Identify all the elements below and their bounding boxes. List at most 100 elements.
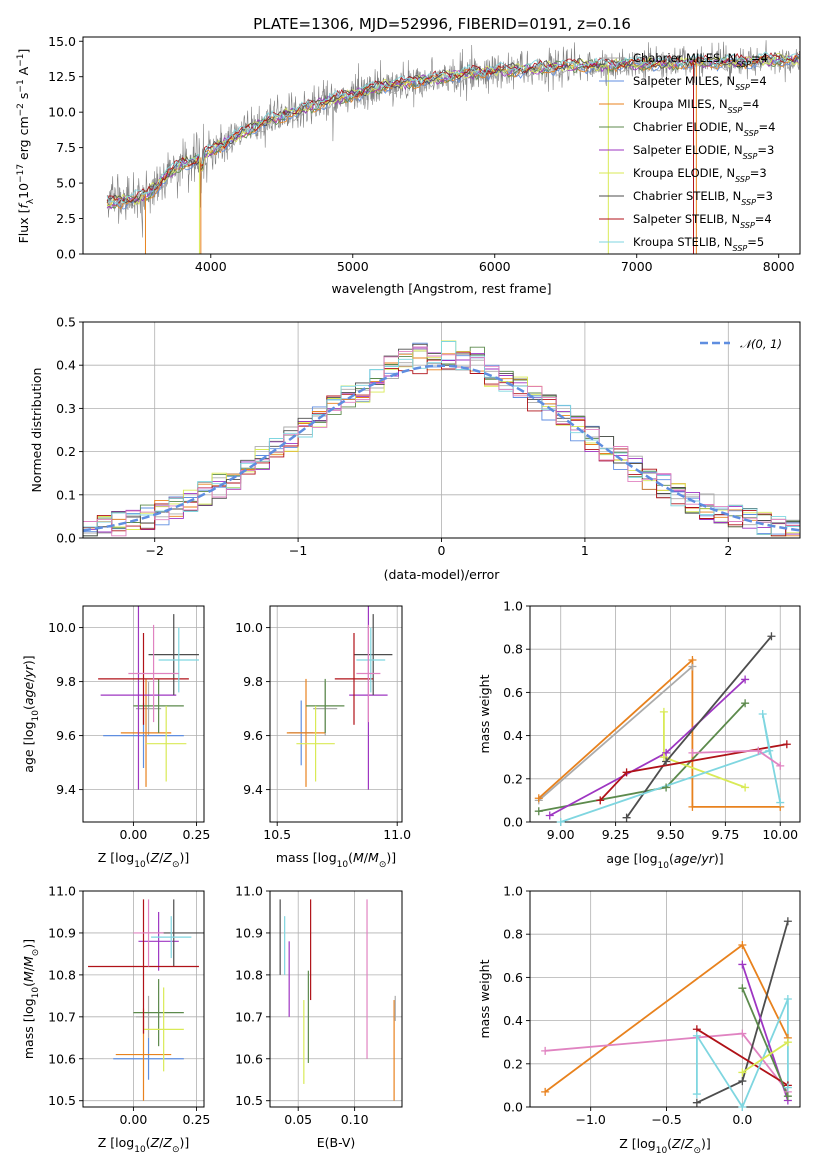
x-axis-label-part: 10 bbox=[658, 861, 670, 871]
weight-point-marker bbox=[622, 768, 631, 777]
age_vs_mass-xtick-label: 11.0 bbox=[383, 827, 411, 842]
age_vs_mass-plot-area bbox=[286, 606, 393, 790]
residuals-ytick-label: 0.2 bbox=[56, 444, 76, 459]
weight-point-marker bbox=[738, 1029, 747, 1038]
y-axis-label-part: ⊙ bbox=[31, 949, 41, 957]
mass_vs_Z-ytick-label: 10.6 bbox=[48, 1051, 76, 1066]
legend-entry-sub: SSP bbox=[744, 129, 759, 138]
y-axis-label: mass weight bbox=[477, 674, 492, 753]
x-axis-label-part: ⊙ bbox=[379, 860, 387, 870]
spectrum-axes: 4000 5000 6000 7000 8000 0.0 2.5 5.0 7.5 10.0 12.5… bbox=[16, 34, 801, 296]
weight-point-marker bbox=[783, 1092, 792, 1101]
legend-entry-value: =5 bbox=[747, 235, 764, 249]
legend-entry: Chabrier MILES, NSSP=4 bbox=[633, 51, 768, 69]
legend-entry: Kroupa MILES, NSSP=4 bbox=[633, 97, 759, 115]
x-axis-label-part: Z bbox=[684, 1136, 694, 1151]
weight_vs_age-axes: 9.00 9.25 9.50 9.75 10.00 0.0 0.2 0.4 0.6 0.8 1.0 a… bbox=[477, 599, 801, 871]
model-line-salpeter-miles bbox=[106, 55, 800, 210]
x-axis-label-part: ⊙ bbox=[172, 1145, 180, 1155]
legend-entry-text: Chabrier ELODIE, N bbox=[633, 120, 744, 134]
x-axis-label-part: 10 bbox=[337, 860, 349, 870]
mass_vs_Z-xtick-label: 0.25 bbox=[183, 1112, 211, 1127]
spectrum-ytick-label: 0.0 bbox=[56, 247, 76, 262]
histogram-step-line bbox=[83, 346, 800, 537]
x-axis-label-part: age bbox=[674, 851, 698, 866]
weight_vs_Z-ytick-label: 0.8 bbox=[503, 927, 523, 942]
weight_vs_age-xtick-label: 9.75 bbox=[711, 827, 739, 842]
spectrum-xtick-label: 7000 bbox=[621, 259, 653, 274]
mass_vs_Z-xtick-label: 0.00 bbox=[119, 1112, 147, 1127]
weight-point-marker bbox=[662, 783, 671, 792]
legend-entry-sub: SSP bbox=[740, 221, 755, 230]
weight_vs_Z-ytick-label: 1.0 bbox=[503, 884, 523, 899]
spectrum-xtick-label: 6000 bbox=[479, 259, 511, 274]
mass_vs_Z-plot-area bbox=[88, 899, 204, 1101]
x-axis-label: E(B-V) bbox=[317, 1135, 356, 1150]
legend-entry-value: =4 bbox=[750, 74, 767, 88]
mass_vs_EBV-frame bbox=[269, 890, 403, 1108]
x-axis-label-part: / bbox=[681, 1136, 686, 1151]
weight-point-marker bbox=[534, 794, 543, 803]
weight_vs_age-ytick-label: 0.2 bbox=[503, 771, 523, 786]
y-axis-label-part: erg cm bbox=[16, 116, 31, 164]
y-axis-label-part: A bbox=[16, 66, 31, 79]
age_vs_Z-ytick-label: 9.8 bbox=[56, 674, 76, 689]
residuals-ytick-label: 0.3 bbox=[56, 401, 76, 416]
weight_vs_Z-frame bbox=[529, 890, 801, 1108]
mass_vs_EBV-ytick-label: 10.9 bbox=[235, 925, 263, 940]
weight-point-marker bbox=[692, 1098, 701, 1107]
y-axis-label-part: f bbox=[16, 203, 31, 209]
x-axis-label-part: )] bbox=[701, 1136, 711, 1151]
x-axis-label-part: ( bbox=[348, 850, 353, 865]
y-axis-label-part: −2 bbox=[16, 103, 26, 116]
x-axis-label: mass [log10(M/M⊙)] bbox=[276, 850, 396, 870]
legend-entry-sub: SSP bbox=[735, 83, 750, 92]
x-axis-label-part: M bbox=[353, 850, 364, 865]
legend-entry-sub: SSP bbox=[743, 152, 758, 161]
weight_vs_age-ytick-label: 1.0 bbox=[503, 599, 523, 614]
x-axis-label-part: ( bbox=[669, 851, 674, 866]
weight-point-marker bbox=[741, 699, 750, 708]
y-axis-label-part: mass [log bbox=[21, 998, 36, 1059]
legend-entry-text: Kroupa STELIB, N bbox=[633, 235, 733, 249]
age_vs_Z-frame bbox=[82, 605, 205, 823]
weight-point-marker bbox=[688, 802, 697, 811]
weight-point-marker bbox=[758, 710, 767, 718]
mass_vs_EBV-xtick-label: 0.10 bbox=[341, 1112, 369, 1127]
y-axis-label-part: Flux [ bbox=[16, 209, 31, 244]
x-axis-label: wavelength [Angstrom, rest frame] bbox=[331, 281, 551, 296]
spectrum-xtick-label: 4000 bbox=[195, 259, 227, 274]
weight-line bbox=[741, 1041, 789, 1074]
weight-point-marker bbox=[783, 917, 792, 926]
legend-entry: Chabrier STELIB, NSSP=3 bbox=[633, 189, 773, 207]
x-axis-label: Z [log10(Z/Z⊙)] bbox=[98, 1135, 190, 1155]
y-axis-label-part: yr bbox=[21, 664, 36, 678]
mass_vs_Z-ytick-label: 11.0 bbox=[48, 884, 76, 899]
legend-entry-text: Kroupa ELODIE, N bbox=[633, 166, 735, 180]
weight-point-marker bbox=[738, 984, 747, 993]
x-axis-label-part: )] bbox=[179, 850, 189, 865]
y-axis-label-part: 10 bbox=[31, 710, 41, 722]
legend-entry-text: Salpeter MILES, N bbox=[633, 74, 735, 88]
weight-point-marker bbox=[688, 748, 697, 757]
residuals-ytick-label: 0.0 bbox=[56, 531, 76, 546]
weight-point-marker bbox=[659, 753, 668, 762]
y-axis-label: mass [log10(M/M⊙)] bbox=[21, 939, 41, 1059]
x-axis-label: age [log10(age/yr)] bbox=[606, 851, 723, 871]
weight-point-marker bbox=[662, 748, 671, 757]
x-axis-label-part: 10 bbox=[656, 1146, 668, 1156]
age_vs_Z-xtick-label: 0.25 bbox=[183, 827, 211, 842]
x-axis-label-part: M bbox=[368, 850, 379, 865]
legend-entry-value: =4 bbox=[759, 120, 776, 134]
residuals-ytick-label: 0.4 bbox=[56, 358, 76, 373]
age_vs_Z-ytick-label: 10.0 bbox=[48, 620, 76, 635]
y-axis-label-part: λ bbox=[26, 198, 36, 204]
spectrum-frame bbox=[82, 36, 801, 255]
y-axis-label: Normed distribution bbox=[29, 368, 44, 493]
age_vs_Z-axes: 0.00 0.259.49.69.810.0Z [log10(Z/Z⊙)]age … bbox=[21, 605, 211, 870]
mass_vs_EBV-xtick-label: 0.05 bbox=[284, 1112, 312, 1127]
age_vs_Z-plot-area bbox=[98, 606, 199, 790]
age_vs_mass-frame bbox=[269, 605, 403, 823]
mass_vs_EBV-ytick-label: 11.0 bbox=[235, 884, 263, 899]
